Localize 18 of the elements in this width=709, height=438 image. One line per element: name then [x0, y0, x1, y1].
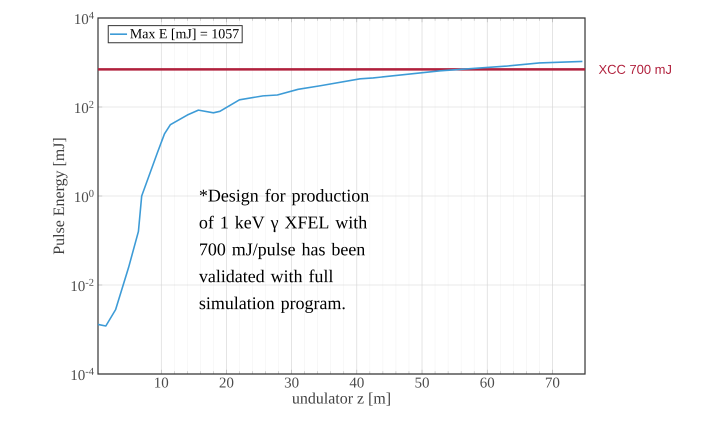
line-series [97, 60, 584, 327]
y-tick-label: 10$^{4}$ [75, 12, 94, 24]
x-tick-label: 10 [155, 378, 168, 388]
x-tick-label: 20 [220, 378, 234, 388]
y-tick-label: 10$^{-4}$ [72, 368, 94, 380]
y-tick-label: 10$^{0}$ [75, 190, 94, 202]
x-tick-label: 70 [546, 378, 560, 388]
y-axis-title: Pulse Energy [mJ] [52, 138, 68, 254]
x-tick-label: 60 [480, 378, 494, 388]
x-tick-label: 40 [350, 378, 364, 388]
y-tick-label: 10$^{2}$ [75, 100, 94, 114]
x-tick-label: 30 [284, 378, 299, 388]
x-tick-label: 50 [415, 378, 429, 388]
annotation: *Design for production of 1 keV γ XFEL with 700 mJ/pulse has been validated with full simulation program. [198, 188, 369, 313]
ref-line-label: XCC 700 mJ [598, 64, 671, 74]
legend-label: Max E [mJ] = 1057 [130, 28, 239, 40]
x-axis-title: undulator z [m] [292, 392, 390, 406]
y-tick-label: 10$^{-2}$ [72, 278, 94, 292]
